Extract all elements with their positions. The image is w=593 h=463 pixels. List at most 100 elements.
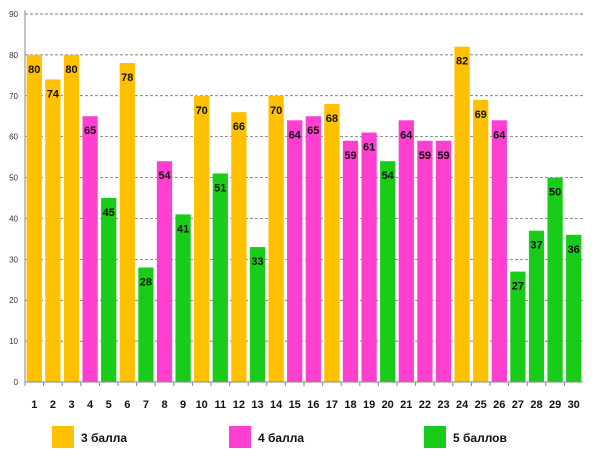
data-label: 64 — [493, 129, 506, 141]
x-tick-label: 21 — [400, 399, 412, 411]
x-tick-label: 13 — [251, 399, 263, 411]
data-label: 78 — [121, 72, 133, 84]
y-tick-label: 50 — [9, 174, 18, 183]
bar — [491, 120, 507, 383]
data-label: 27 — [512, 281, 524, 293]
bar — [435, 140, 452, 382]
y-tick-label: 10 — [9, 337, 18, 346]
bar — [417, 140, 433, 382]
x-tick-label: 8 — [161, 399, 167, 411]
bar — [361, 132, 377, 382]
data-label: 54 — [158, 170, 171, 182]
data-label: 37 — [530, 240, 542, 252]
bar — [510, 271, 526, 382]
bar — [26, 54, 42, 383]
x-tick-label: 22 — [419, 399, 431, 411]
x-tick-label: 3 — [68, 399, 74, 411]
data-label: 69 — [475, 109, 487, 121]
data-label: 82 — [456, 56, 468, 68]
data-label: 54 — [382, 170, 395, 182]
y-tick-label: 90 — [9, 10, 18, 19]
bar — [156, 161, 173, 382]
y-tick-label: 30 — [9, 255, 18, 264]
x-tick-label: 16 — [307, 399, 319, 411]
x-tick-label: 14 — [270, 399, 283, 411]
data-label: 70 — [196, 105, 208, 117]
data-label: 68 — [326, 113, 338, 125]
x-tick-label: 26 — [493, 399, 505, 411]
y-axis: 0 10 20 30 40 50 60 70 80 90 — [9, 10, 26, 387]
data-label: 28 — [140, 277, 152, 289]
x-tick-label: 19 — [363, 399, 375, 411]
y-tick-label: 20 — [9, 296, 18, 305]
x-tick-label: 30 — [568, 399, 580, 411]
data-label: 65 — [307, 125, 319, 137]
data-label: 51 — [214, 182, 226, 194]
data-label: 59 — [419, 150, 431, 162]
bar — [305, 116, 321, 382]
data-label: 45 — [103, 207, 115, 219]
x-tick-label: 11 — [214, 399, 226, 411]
bars: 80 74 80 65 45 78 28 54 41 70 51 66 33 70 64 65 68 59 61 54… — [26, 46, 582, 383]
y-tick-label: 60 — [9, 133, 18, 142]
x-tick-label: 4 — [87, 399, 94, 411]
x-tick-label: 5 — [106, 399, 112, 411]
bar — [138, 267, 154, 382]
data-label: 36 — [568, 244, 580, 256]
legend-swatch — [229, 426, 251, 448]
bar — [342, 140, 359, 382]
y-tick-label: 70 — [9, 92, 18, 101]
bar — [547, 177, 563, 382]
x-tick-label: 12 — [233, 399, 245, 411]
bar — [101, 198, 117, 382]
x-tick-label: 7 — [143, 399, 149, 411]
x-tick-label: 23 — [437, 399, 449, 411]
x-tick-label: 28 — [530, 399, 542, 411]
data-label: 59 — [344, 150, 356, 162]
bar — [63, 54, 80, 383]
y-tick-label: 40 — [9, 214, 18, 223]
data-label: 61 — [363, 142, 375, 154]
x-tick-label: 20 — [382, 399, 394, 411]
legend: 3 балла 4 балла 5 баллов — [52, 426, 507, 448]
data-label: 80 — [65, 64, 77, 76]
bar — [194, 95, 210, 383]
y-tick-label: 0 — [14, 378, 19, 387]
data-label: 80 — [28, 64, 40, 76]
legend-label: 4 балла — [258, 431, 304, 445]
data-label: 66 — [233, 121, 245, 133]
data-label: 59 — [437, 150, 449, 162]
bar — [249, 247, 266, 382]
bar — [268, 95, 284, 383]
x-tick-label: 15 — [289, 399, 301, 411]
x-tick-label: 29 — [549, 399, 561, 411]
legend-swatch — [52, 426, 74, 448]
x-tick-label: 9 — [180, 399, 186, 411]
gridlines — [25, 13, 583, 342]
x-tick-label: 2 — [50, 399, 56, 411]
bar — [212, 173, 228, 382]
bar — [287, 120, 303, 383]
x-tick-label: 6 — [124, 399, 130, 411]
bar — [473, 99, 489, 382]
data-label: 33 — [251, 256, 263, 268]
legend-label: 5 баллов — [453, 431, 507, 445]
bar — [45, 79, 61, 382]
data-label: 64 — [289, 129, 302, 141]
bar — [231, 112, 247, 382]
data-label: 65 — [84, 125, 96, 137]
legend-item: 4 балла — [229, 426, 304, 448]
bar — [398, 120, 414, 383]
x-tick-label: 25 — [475, 399, 487, 411]
data-label: 70 — [270, 105, 282, 117]
data-label: 50 — [549, 187, 561, 199]
x-tick-label: 27 — [512, 399, 524, 411]
data-label: 74 — [47, 88, 60, 100]
x-tick-label: 17 — [326, 399, 338, 411]
data-label: 41 — [177, 223, 189, 235]
bar — [324, 103, 340, 382]
x-tick-label: 18 — [344, 399, 356, 411]
legend-item: 5 баллов — [424, 426, 507, 448]
